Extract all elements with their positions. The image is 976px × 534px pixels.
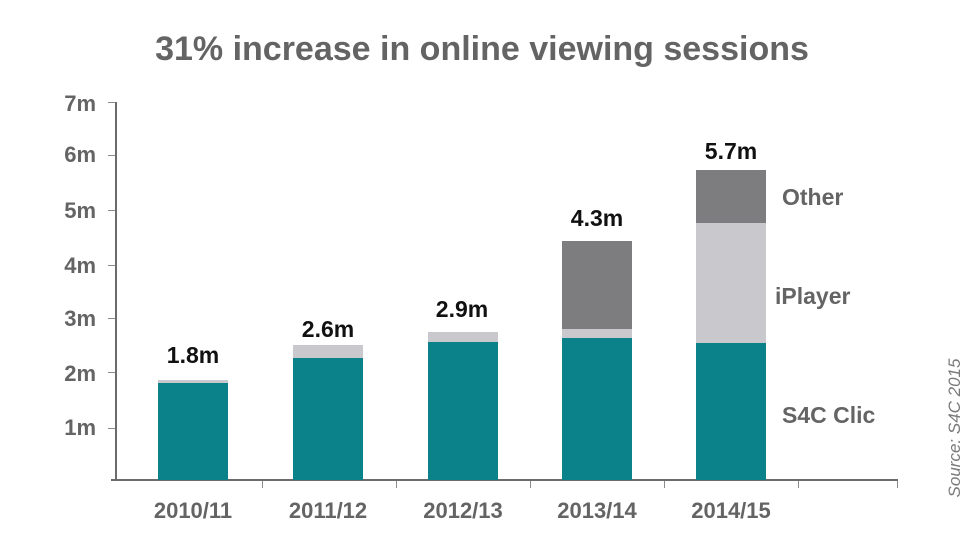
legend-other: Other bbox=[782, 184, 844, 210]
x-tick bbox=[897, 481, 898, 488]
bar-total-label: 2.6m bbox=[301, 316, 355, 342]
bar-2014-15 bbox=[696, 170, 766, 480]
y-tick bbox=[108, 210, 115, 211]
y-tick-label: 3m bbox=[64, 306, 96, 331]
y-tick-label: 6m bbox=[64, 142, 96, 167]
bar-segment-s4c-clic bbox=[158, 383, 228, 480]
bar-segment-iplayer bbox=[293, 345, 363, 358]
y-tick-label: 1m bbox=[64, 415, 96, 440]
bar-segment-iplayer bbox=[158, 380, 228, 383]
bar-segment-s4c-clic bbox=[428, 342, 498, 480]
bar-segment-s4c-clic bbox=[293, 358, 363, 480]
x-tick bbox=[396, 481, 397, 488]
x-axis-line bbox=[111, 479, 898, 481]
y-tick bbox=[108, 428, 115, 429]
y-tick bbox=[108, 372, 115, 373]
source-note: Source: S4C 2015 bbox=[945, 358, 964, 498]
y-axis-line bbox=[115, 102, 117, 481]
y-tick bbox=[108, 102, 115, 103]
y-tick bbox=[108, 155, 115, 156]
x-tick bbox=[262, 481, 263, 488]
bar-segment-s4c-clic bbox=[562, 338, 632, 480]
bar-2010-11 bbox=[158, 380, 228, 480]
bar-segment-other bbox=[696, 170, 766, 223]
y-tick-label: 7m bbox=[64, 91, 96, 116]
bar-2012-13 bbox=[428, 332, 498, 480]
x-tick-label: 2013/14 bbox=[557, 498, 637, 523]
y-tick bbox=[108, 318, 115, 319]
bar-segment-iplayer bbox=[696, 223, 766, 343]
y-tick-label: 2m bbox=[64, 361, 96, 386]
legend-s4c-clic: S4C Clic bbox=[782, 402, 876, 428]
bar-total-label: 4.3m bbox=[570, 205, 624, 231]
x-tick bbox=[530, 481, 531, 488]
y-tick bbox=[108, 265, 115, 266]
bar-2013-14 bbox=[562, 241, 632, 480]
bar-segment-iplayer bbox=[428, 332, 498, 342]
bar-segment-iplayer bbox=[562, 329, 632, 338]
x-tick-label: 2012/13 bbox=[423, 498, 503, 523]
x-tick-label: 2010/11 bbox=[153, 498, 233, 523]
chart-title: 31% increase in online viewing sessions bbox=[155, 30, 809, 68]
x-tick-label: 2014/15 bbox=[691, 498, 771, 523]
bar-segment-s4c-clic bbox=[696, 343, 766, 480]
bar-total-label: 5.7m bbox=[704, 138, 758, 164]
legend-iplayer: iPlayer bbox=[775, 283, 851, 309]
bar-2011-12 bbox=[293, 345, 363, 480]
bar-total-label: 2.9m bbox=[435, 296, 489, 322]
y-tick-label: 5m bbox=[64, 198, 96, 223]
x-tick bbox=[798, 481, 799, 488]
y-tick-label: 4m bbox=[64, 253, 96, 278]
bar-segment-other bbox=[562, 241, 632, 329]
x-tick bbox=[664, 481, 665, 488]
bar-total-label: 1.8m bbox=[166, 342, 220, 368]
x-tick-label: 2011/12 bbox=[288, 498, 368, 523]
